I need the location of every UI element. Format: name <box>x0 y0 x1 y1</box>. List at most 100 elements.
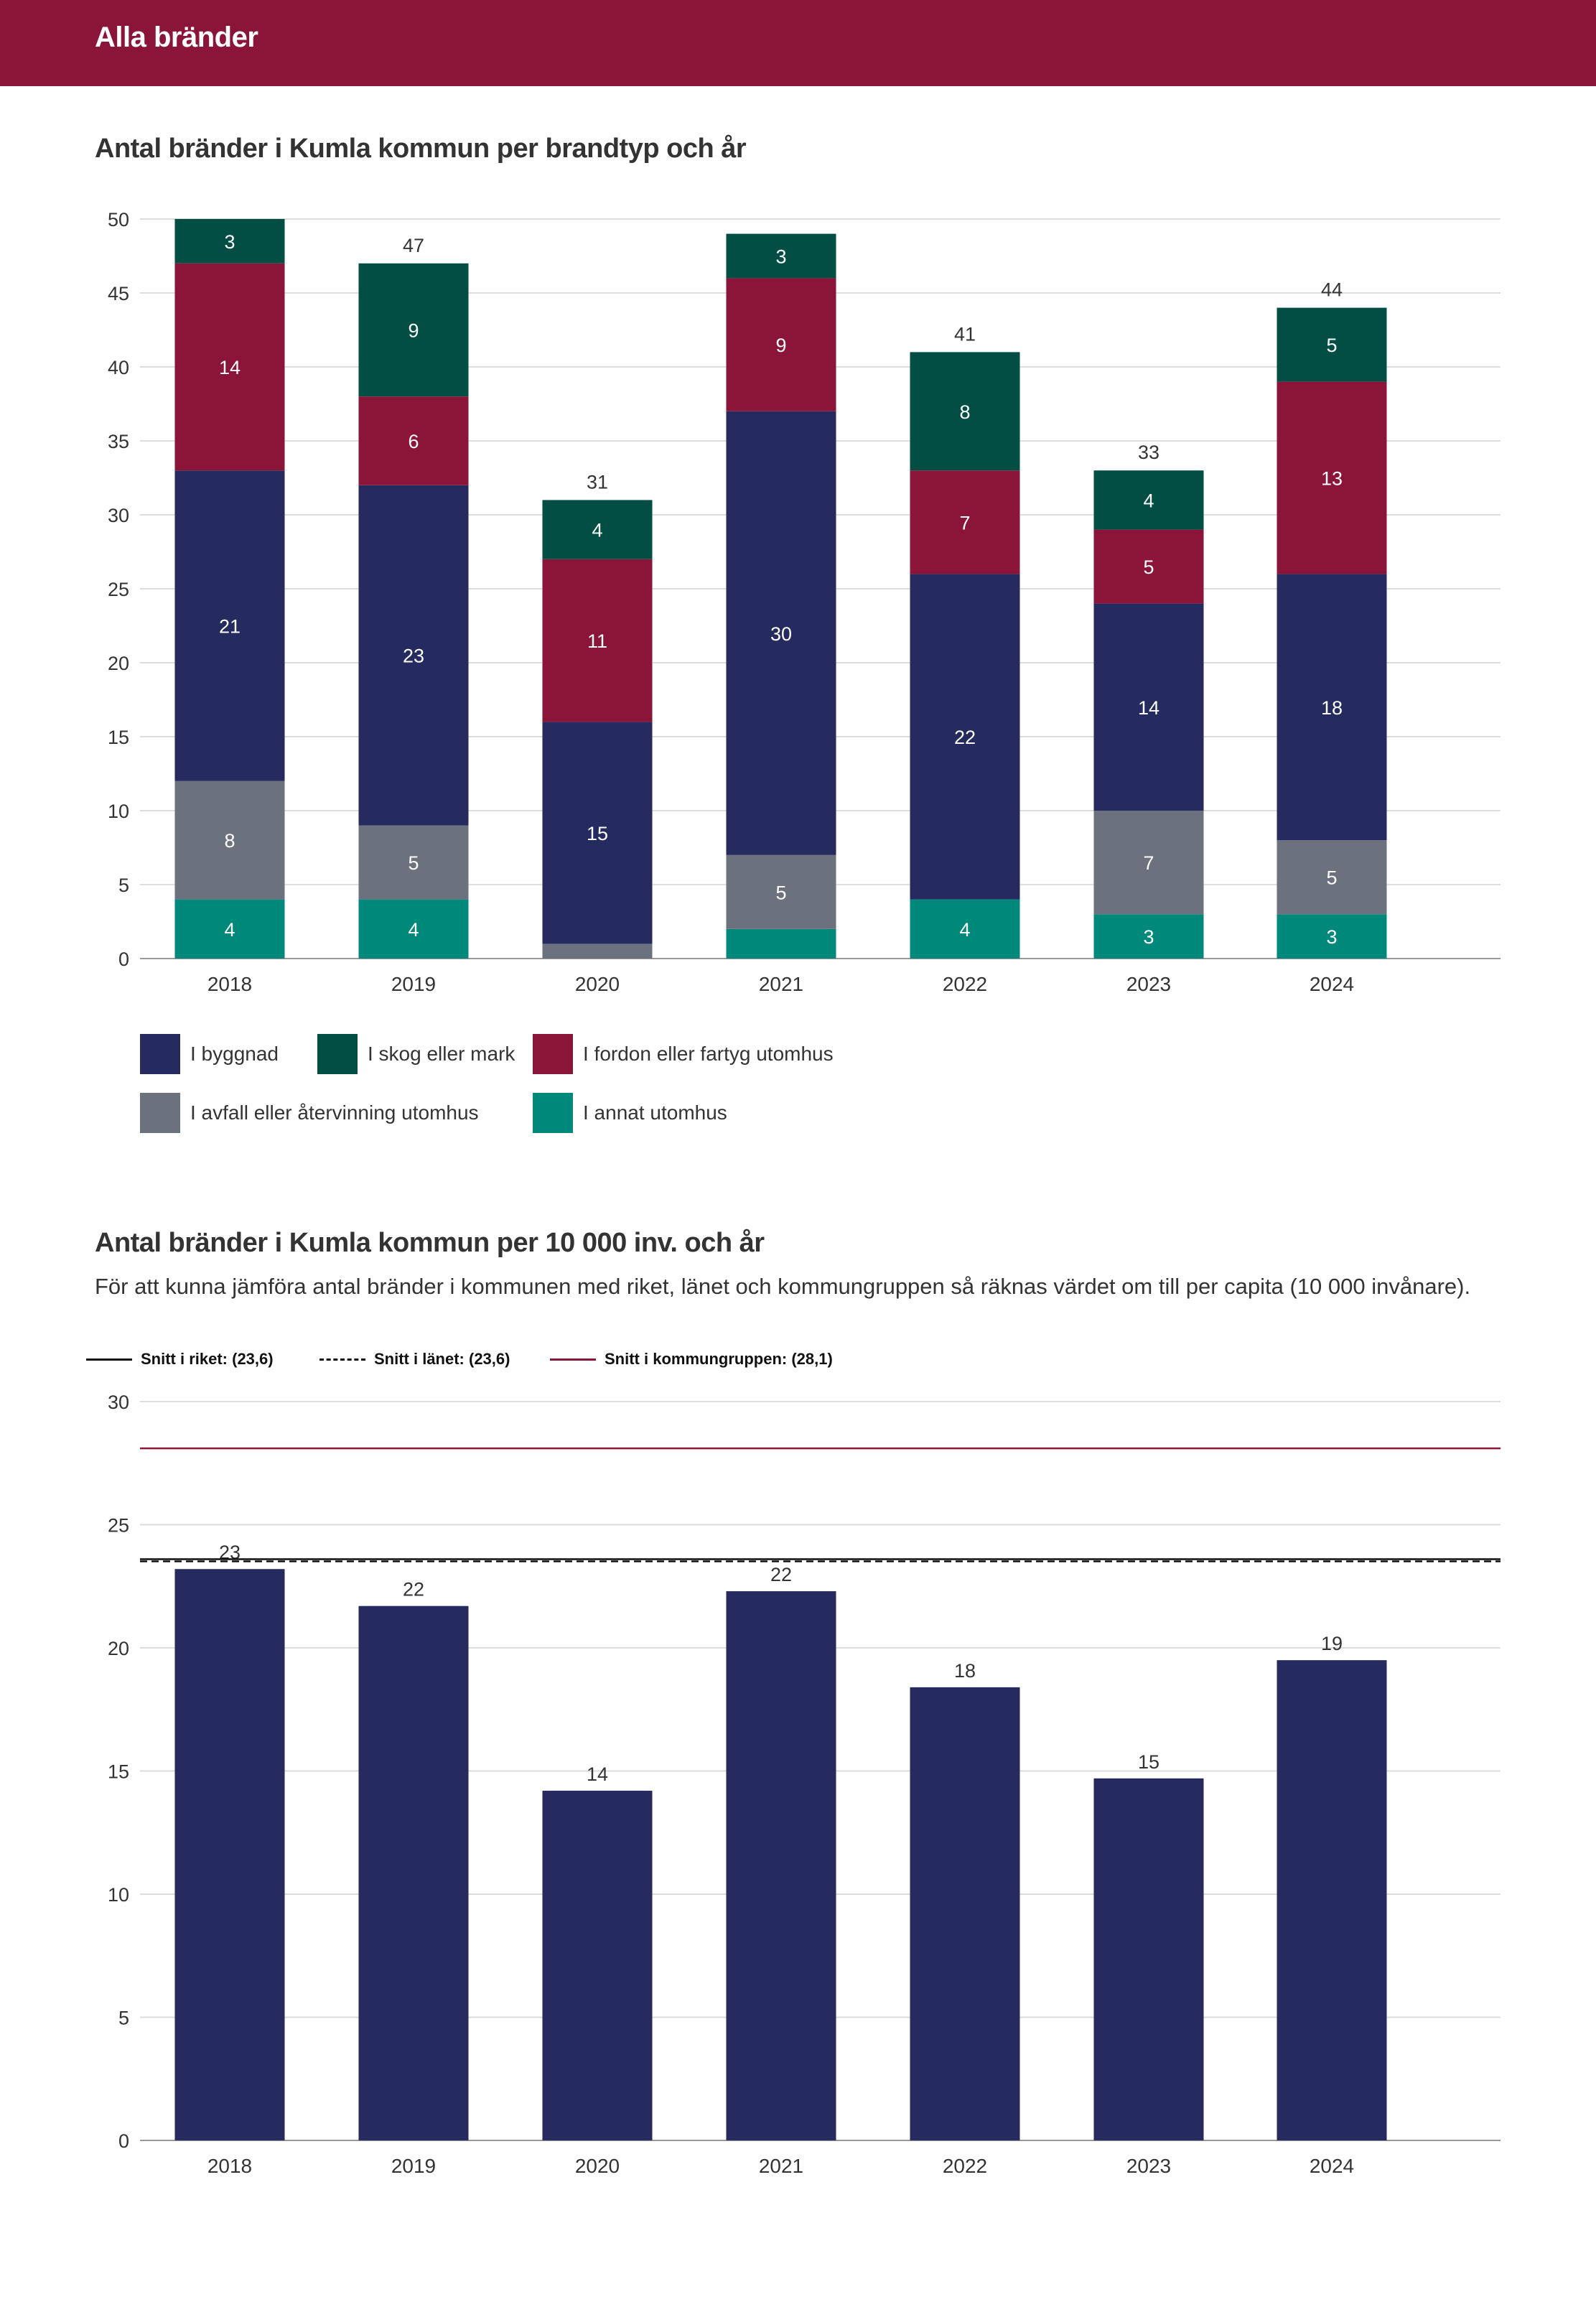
bar-value-label: 14 <box>1138 697 1159 719</box>
legend-item-avfall: I avfall eller återvinning utomhus <box>140 1093 479 1133</box>
bar-total-label: 47 <box>403 235 424 256</box>
legend-swatch-fordon <box>533 1034 573 1074</box>
bar-value-label: 4 <box>224 919 235 941</box>
legend-item-byggnad: I byggnad <box>140 1034 279 1074</box>
bar-value-label: 4 <box>408 919 419 941</box>
y-tick-label: 10 <box>108 801 129 822</box>
bar-total-label: 33 <box>1138 442 1159 463</box>
bar-2024 <box>1277 1660 1387 2140</box>
bar-segment-avfall-2023 <box>1093 811 1204 915</box>
bar-total-label: 41 <box>954 323 976 345</box>
chart2-subtitle: För att kunna jämföra antal bränder i ko… <box>95 1274 1471 1299</box>
x-tick-label: 2023 <box>1126 973 1171 995</box>
y-tick-label: 30 <box>108 505 129 526</box>
ref-legend-lanet: Snitt i länet: (23,6) <box>319 1350 510 1369</box>
legend-item-annat: I annat utomhus <box>533 1093 727 1133</box>
bar-segment-byggnad-2020 <box>542 722 653 944</box>
bar-value-label: 15 <box>587 823 608 844</box>
bar-value-label: 8 <box>224 830 235 852</box>
y-tick-label: 5 <box>118 875 129 896</box>
ref-legend-kommungrupp: Snitt i kommungruppen: (28,1) <box>550 1350 833 1369</box>
bar-value-label: 4 <box>592 520 602 541</box>
bar-value-label: 23 <box>403 646 424 667</box>
chart1-svg: 0510152025303540455048211432018452369472… <box>108 209 1501 995</box>
ref-line-lanet-swatch <box>319 1358 365 1361</box>
bar-value-label: 19 <box>1321 1633 1343 1654</box>
x-tick-label: 2022 <box>943 2155 987 2177</box>
bar-2018 <box>174 1569 285 2140</box>
bar-segment-skog-2018 <box>174 219 285 264</box>
legend-label-skog: I skog eller mark <box>368 1043 515 1065</box>
bar-segment-fordon-2022 <box>910 470 1020 574</box>
bar-2019 <box>358 1605 469 2140</box>
bar-segment-byggnad-2024 <box>1277 574 1387 841</box>
bar-value-label: 15 <box>1138 1751 1159 1773</box>
bar-segment-avfall-2020 <box>542 943 653 959</box>
x-tick-label: 2018 <box>207 973 252 995</box>
y-tick-label: 50 <box>108 209 129 230</box>
bar-value-label: 5 <box>1326 867 1337 889</box>
bar-value-label: 22 <box>770 1564 792 1585</box>
bar-value-label: 14 <box>219 357 241 378</box>
bar-segment-annat-2019 <box>358 899 469 959</box>
bar-segment-byggnad-2023 <box>1093 603 1204 811</box>
ref-legend-kommungrupp-label: Snitt i kommungruppen: (28,1) <box>605 1350 833 1368</box>
ref-line-riket-swatch <box>86 1358 132 1361</box>
y-tick-label: 30 <box>108 1392 129 1413</box>
bar-value-label: 30 <box>770 623 792 645</box>
bar-segment-annat-2023 <box>1093 914 1204 959</box>
bar-segment-skog-2023 <box>1093 470 1204 530</box>
ref-legend-riket-label: Snitt i riket: (23,6) <box>141 1350 274 1368</box>
x-tick-label: 2024 <box>1310 2155 1354 2177</box>
bar-total-label: 31 <box>587 471 608 493</box>
y-tick-label: 35 <box>108 431 129 452</box>
bar-segment-fordon-2021 <box>726 278 836 411</box>
legend-label-annat: I annat utomhus <box>583 1101 727 1124</box>
bar-segment-skog-2019 <box>358 263 469 397</box>
bar-value-label: 5 <box>408 852 419 874</box>
bar-value-label: 7 <box>959 512 970 533</box>
bar-segment-byggnad-2019 <box>358 485 469 826</box>
bar-segment-avfall-2019 <box>358 825 469 900</box>
legend-swatch-annat <box>533 1093 573 1133</box>
bar-segment-fordon-2024 <box>1277 381 1387 574</box>
bar-value-label: 5 <box>1143 556 1154 578</box>
bar-value-label: 11 <box>587 630 607 652</box>
bar-2020 <box>542 1790 653 2140</box>
bar-value-label: 4 <box>959 919 970 941</box>
x-tick-label: 2024 <box>1310 973 1354 995</box>
x-tick-label: 2020 <box>575 973 620 995</box>
bar-value-label: 3 <box>775 246 786 268</box>
bar-value-label: 8 <box>959 401 970 423</box>
legend-label-fordon: I fordon eller fartyg utomhus <box>583 1043 834 1065</box>
x-tick-label: 2021 <box>759 2155 803 2177</box>
bar-value-label: 22 <box>954 727 976 748</box>
bar-segment-skog-2020 <box>542 500 653 559</box>
bar-segment-fordon-2023 <box>1093 529 1204 604</box>
legend-swatch-byggnad <box>140 1034 180 1074</box>
y-tick-label: 40 <box>108 357 129 378</box>
bar-value-label: 13 <box>1321 468 1343 490</box>
legend-label-avfall: I avfall eller återvinning utomhus <box>190 1101 479 1124</box>
bar-value-label: 7 <box>1143 852 1154 874</box>
y-tick-label: 25 <box>108 579 129 600</box>
bar-segment-annat-2021 <box>726 928 836 959</box>
x-tick-label: 2023 <box>1126 2155 1171 2177</box>
y-tick-label: 45 <box>108 283 129 304</box>
bar-value-label: 9 <box>408 320 419 342</box>
bar-value-label: 3 <box>1326 926 1337 948</box>
legend-label-byggnad: I byggnad <box>190 1043 279 1065</box>
ref-legend-riket: Snitt i riket: (23,6) <box>86 1350 274 1369</box>
legend-swatch-avfall <box>140 1093 180 1133</box>
bar-segment-byggnad-2021 <box>726 411 836 855</box>
bar-segment-skog-2024 <box>1277 307 1387 382</box>
bar-segment-byggnad-2022 <box>910 574 1020 900</box>
x-tick-label: 2020 <box>575 2155 620 2177</box>
x-tick-label: 2022 <box>943 973 987 995</box>
x-tick-label: 2021 <box>759 973 803 995</box>
bar-value-label: 14 <box>587 1763 608 1785</box>
legend-item-skog: I skog eller mark <box>317 1034 515 1074</box>
header-title: Alla bränder <box>95 22 258 53</box>
bar-value-label: 5 <box>775 882 786 903</box>
